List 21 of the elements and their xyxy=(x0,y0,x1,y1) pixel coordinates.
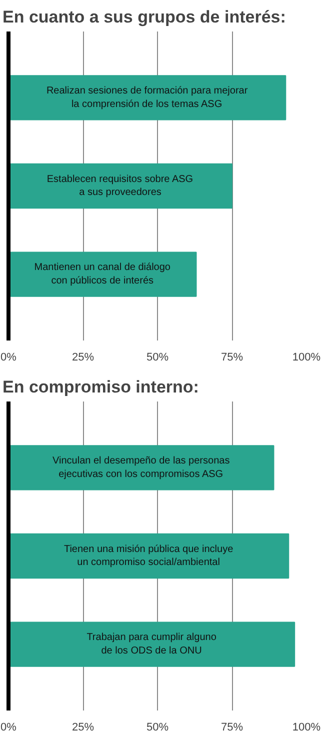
chart-title: En compromiso interno: xyxy=(2,378,199,396)
category-label: Mantienen un canal de diálogo con públicos de interés xyxy=(34,262,170,286)
x-tick-label: 100% xyxy=(292,352,321,364)
category-label: Realizan sesiones de formación para mejorar la comprensión de los temas ASG xyxy=(46,86,248,110)
x-tick-label: 25% xyxy=(72,722,94,734)
y-tick-label: Vinculan el desempeño de las personas ejecutivas con los compromisos ASG xyxy=(52,456,230,480)
bar xyxy=(8,252,197,297)
y-tick-label: Tienen una misión pública que incluye un compromiso social/ambiental xyxy=(64,544,234,568)
x-tick-label: 0% xyxy=(0,352,17,364)
x-tick-label: 75% xyxy=(220,352,244,364)
x-tick-label: 50% xyxy=(146,352,169,364)
x-tick-label: 50% xyxy=(146,722,169,734)
category-label: Establecen requisitos sobre ASG a sus proveedores xyxy=(46,174,194,198)
chart-title: En cuanto a sus grupos de interés: xyxy=(2,8,286,26)
bar xyxy=(8,163,232,209)
x-tick-label: 75% xyxy=(220,722,244,734)
x-tick-label: 100% xyxy=(292,722,321,734)
x-tick-label: 25% xyxy=(72,352,94,364)
y-tick-label: Trabajan para cumplir alguno de los ODS de la ONU xyxy=(86,632,217,656)
bar xyxy=(8,75,286,120)
x-tick-label: 0% xyxy=(0,722,17,734)
